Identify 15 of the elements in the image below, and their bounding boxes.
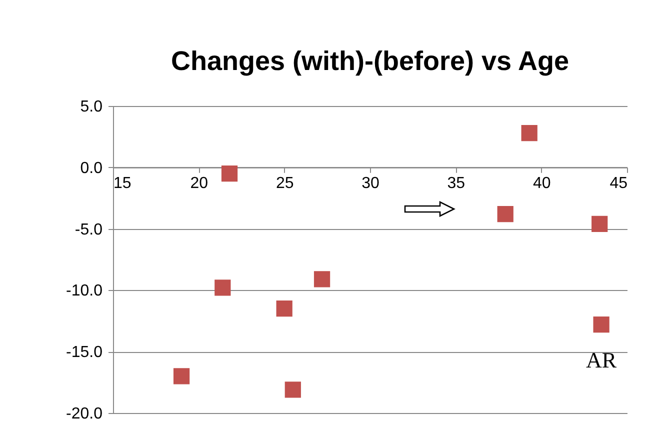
chart-title: Changes (with)-(before) vs Age	[170, 46, 570, 76]
x-tick-label: 15	[114, 174, 132, 192]
y-tick-label: 0.0	[80, 160, 103, 177]
y-tick-label: -10.0	[66, 282, 103, 300]
y-tick-label: -5.0	[74, 221, 103, 238]
y-tick-label: 5.0	[80, 98, 103, 116]
y-tick-label: -20.0	[66, 406, 103, 422]
x-tick-label: 30	[362, 174, 380, 192]
x-tick-label: 35	[447, 174, 466, 192]
x-tick-label: 25	[276, 174, 294, 192]
x-tick-label: 45	[610, 174, 628, 192]
x-tick-label: 40	[532, 174, 551, 192]
y-tick-label: -15.0	[66, 344, 103, 362]
x-tick-label: 20	[190, 174, 208, 192]
annotation: AR	[586, 348, 617, 373]
